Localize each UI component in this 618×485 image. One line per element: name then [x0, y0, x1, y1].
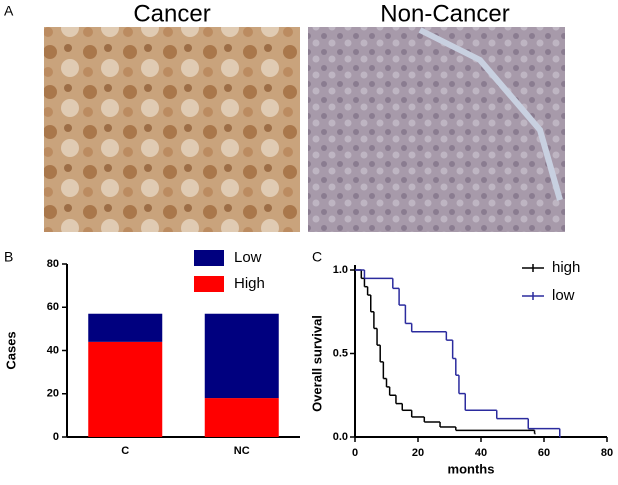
- x-tick-label: 20: [412, 447, 424, 459]
- x-tick-label: 40: [475, 447, 487, 459]
- y-tick-label: 0.5: [333, 347, 348, 359]
- y-tick-label: 60: [47, 301, 59, 313]
- y-tick-label: 20: [47, 388, 59, 400]
- x-tick-label: 0: [352, 447, 358, 459]
- legend-swatch: [194, 276, 224, 292]
- y-tick-label: 40: [47, 344, 59, 356]
- y-axis-label: Cases: [3, 331, 18, 369]
- legend-label: high: [552, 259, 580, 276]
- legend-swatch: [194, 250, 224, 266]
- panel-label: A: [4, 3, 14, 19]
- y-tick-label: 1.0: [333, 264, 348, 276]
- micrograph: [308, 27, 565, 232]
- bar-segment: [204, 313, 279, 399]
- bar-segment: [88, 341, 163, 437]
- y-tick-label: 80: [47, 258, 59, 270]
- y-tick-label: 0.0: [333, 431, 348, 443]
- panel-label: C: [312, 249, 322, 265]
- bar-segment: [88, 313, 163, 342]
- x-tick-label: NC: [234, 445, 250, 457]
- bar-segment: [204, 398, 279, 437]
- vessel: [418, 27, 563, 201]
- x-tick-label: 60: [538, 447, 550, 459]
- x-tick-label: 80: [601, 447, 613, 459]
- image-title: Cancer: [133, 0, 210, 27]
- y-tick-label: 0: [53, 431, 59, 443]
- x-axis-label: months: [448, 461, 495, 476]
- panel-label: B: [4, 249, 13, 265]
- image-title: Non-Cancer: [380, 0, 509, 27]
- legend-label: low: [552, 287, 575, 304]
- legend-label: Low: [234, 249, 262, 266]
- y-axis-label: Overall survival: [309, 315, 324, 412]
- legend-label: High: [234, 275, 265, 292]
- x-tick-label: C: [121, 445, 129, 457]
- micrograph: [44, 27, 300, 232]
